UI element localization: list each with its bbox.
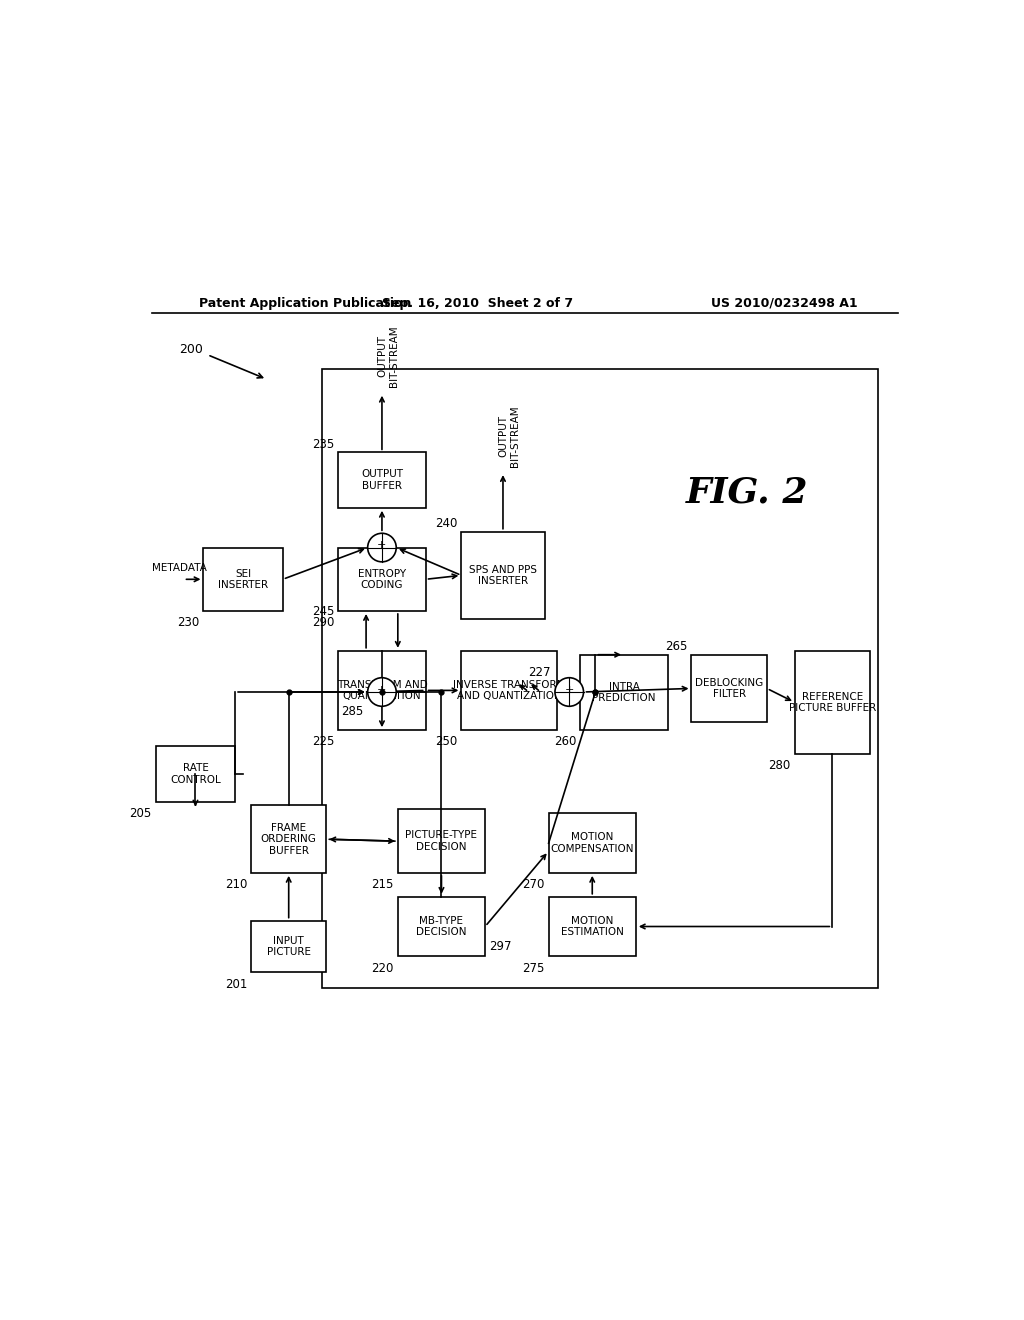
Text: +: + xyxy=(377,685,387,694)
Circle shape xyxy=(555,677,584,706)
Text: REFERENCE
PICTURE BUFFER: REFERENCE PICTURE BUFFER xyxy=(788,692,876,713)
Bar xyxy=(581,655,668,730)
Bar xyxy=(549,896,636,956)
Bar xyxy=(251,805,327,873)
Bar xyxy=(156,746,236,801)
Text: ENTROPY
CODING: ENTROPY CODING xyxy=(358,569,406,590)
Text: TRANSFORM AND
QUANTIZATION: TRANSFORM AND QUANTIZATION xyxy=(337,680,427,701)
Text: MB-TYPE
DECISION: MB-TYPE DECISION xyxy=(416,916,467,937)
Bar xyxy=(251,920,327,972)
Text: 250: 250 xyxy=(435,735,458,748)
Text: OUTPUT
BIT-STREAM: OUTPUT BIT-STREAM xyxy=(499,405,520,466)
Text: 205: 205 xyxy=(130,807,152,820)
Text: 270: 270 xyxy=(522,878,545,891)
Text: 210: 210 xyxy=(224,878,247,891)
Text: 227: 227 xyxy=(528,665,551,678)
Text: 215: 215 xyxy=(372,878,394,891)
Text: 225: 225 xyxy=(312,735,334,748)
Text: 230: 230 xyxy=(177,616,200,630)
Text: 285: 285 xyxy=(341,705,364,718)
Text: FIG. 2: FIG. 2 xyxy=(686,475,808,510)
Bar xyxy=(338,453,426,508)
Text: 260: 260 xyxy=(554,735,577,748)
Text: INTRA
PREDICTION: INTRA PREDICTION xyxy=(592,681,655,704)
Text: PICTURE-TYPE
DECISION: PICTURE-TYPE DECISION xyxy=(406,830,477,851)
Text: +: + xyxy=(377,540,387,550)
Text: 280: 280 xyxy=(768,759,791,772)
Bar xyxy=(397,809,485,873)
Bar xyxy=(338,548,426,611)
Bar xyxy=(461,532,545,619)
Text: OUTPUT
BIT-STREAM: OUTPUT BIT-STREAM xyxy=(378,326,399,387)
Circle shape xyxy=(368,533,396,562)
Text: +: + xyxy=(564,685,573,694)
Text: 275: 275 xyxy=(522,962,545,974)
Bar xyxy=(338,651,426,730)
Text: INVERSE TRANSFORM
AND QUANTIZATION: INVERSE TRANSFORM AND QUANTIZATION xyxy=(453,680,565,701)
Text: INPUT
PICTURE: INPUT PICTURE xyxy=(266,936,310,957)
Bar xyxy=(691,655,767,722)
Bar xyxy=(549,813,636,873)
Text: 240: 240 xyxy=(435,517,458,531)
Text: 265: 265 xyxy=(666,640,687,653)
Bar xyxy=(795,651,870,754)
Text: Sep. 16, 2010  Sheet 2 of 7: Sep. 16, 2010 Sheet 2 of 7 xyxy=(382,297,572,310)
Text: MOTION
COMPENSATION: MOTION COMPENSATION xyxy=(551,833,634,854)
Text: US 2010/0232498 A1: US 2010/0232498 A1 xyxy=(712,297,858,310)
Text: SEI
INSERTER: SEI INSERTER xyxy=(218,569,268,590)
Text: 201: 201 xyxy=(224,978,247,990)
Circle shape xyxy=(368,677,396,706)
Text: DEBLOCKING
FILTER: DEBLOCKING FILTER xyxy=(695,677,763,700)
Text: SPS AND PPS
INSERTER: SPS AND PPS INSERTER xyxy=(469,565,537,586)
Text: Patent Application Publication: Patent Application Publication xyxy=(200,297,412,310)
Text: 220: 220 xyxy=(372,962,394,974)
Text: MOTION
ESTIMATION: MOTION ESTIMATION xyxy=(561,916,624,937)
Bar xyxy=(461,651,557,730)
Bar xyxy=(397,896,485,956)
Text: RATE
CONTROL: RATE CONTROL xyxy=(170,763,221,784)
Text: 290: 290 xyxy=(312,616,334,630)
Text: METADATA: METADATA xyxy=(152,562,207,573)
Text: FRAME
ORDERING
BUFFER: FRAME ORDERING BUFFER xyxy=(261,822,316,855)
Text: 200: 200 xyxy=(179,343,204,355)
Bar xyxy=(204,548,283,611)
Text: 297: 297 xyxy=(489,940,512,953)
Text: OUTPUT
BUFFER: OUTPUT BUFFER xyxy=(360,470,403,491)
Text: 245: 245 xyxy=(312,605,334,618)
Text: 235: 235 xyxy=(312,438,334,451)
Bar xyxy=(323,370,878,987)
